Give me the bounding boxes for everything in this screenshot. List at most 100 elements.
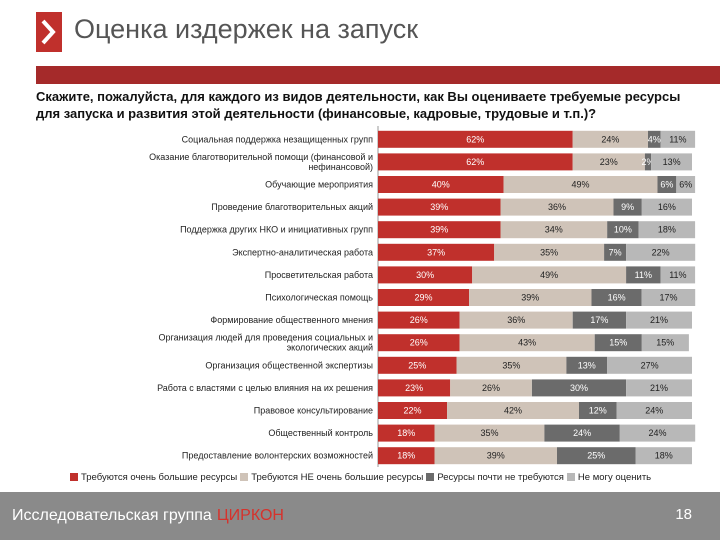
data-label: 25%	[408, 360, 426, 370]
page-number: 18	[675, 506, 692, 523]
footer-org: Исследовательская группа ЦИРКОН	[12, 507, 284, 525]
data-label: 23%	[405, 383, 423, 393]
bar-segment	[378, 176, 504, 193]
data-label: 21%	[650, 315, 668, 325]
category-label: Проведение благотворительных акций	[211, 202, 373, 212]
category-label: Работа с властями с целью влияния на их …	[157, 383, 373, 393]
legend-swatch	[566, 473, 575, 481]
bar-segment	[648, 130, 661, 148]
bar-segment	[472, 266, 627, 284]
bar-segment	[607, 356, 692, 374]
data-label: 6%	[660, 180, 673, 190]
data-label: 25%	[587, 451, 605, 461]
data-label: 24%	[573, 428, 591, 438]
data-label: 39%	[521, 293, 539, 303]
data-label: 39%	[430, 225, 448, 235]
legend-item: Не могу оценить	[566, 472, 652, 483]
data-label: 35%	[480, 428, 498, 438]
bar-segment	[378, 221, 501, 239]
data-label: 21%	[650, 383, 668, 393]
bar-segment	[613, 198, 642, 216]
data-label: 26%	[410, 315, 428, 325]
page-title: Оценка издержек на запуск	[74, 14, 419, 44]
data-label: 11%	[669, 270, 686, 280]
data-label: 29%	[414, 293, 432, 303]
bar-segment	[638, 221, 696, 239]
data-label: 24%	[648, 428, 666, 438]
bar-segment	[434, 424, 545, 442]
bar-segment	[378, 334, 460, 352]
legend-item: Требуются очень большие ресурсы	[70, 472, 237, 483]
data-label: 16%	[608, 293, 626, 303]
bar-segment	[378, 424, 435, 442]
data-label: 49%	[571, 180, 589, 190]
category-label: Поддержка других НКО и инициативных груп…	[180, 225, 373, 235]
category-label: Обучающие мероприятия	[265, 180, 373, 190]
legend-label: Ресурсы почти не требуются	[437, 472, 564, 483]
bar-segment	[626, 266, 661, 284]
bar-segment	[378, 447, 435, 465]
data-label: 40%	[432, 180, 450, 190]
bar-segment	[494, 243, 605, 261]
chart-legend: Требуются очень большие ресурсы Требуются…	[70, 472, 654, 483]
data-label: 13%	[578, 360, 596, 370]
data-label: 7%	[609, 247, 622, 257]
bar-segment	[378, 266, 473, 284]
bar-segment	[651, 153, 692, 171]
bar-segment	[641, 334, 689, 352]
data-label: 18%	[397, 451, 415, 461]
bar-segment	[566, 356, 608, 374]
data-label: 15%	[609, 338, 627, 348]
data-label: 37%	[427, 247, 445, 257]
bar-segment	[459, 334, 595, 352]
legend-swatch	[70, 473, 78, 481]
data-label: 18%	[397, 428, 415, 438]
data-label: 24%	[645, 406, 663, 416]
bar-segment	[572, 130, 649, 148]
data-label: 36%	[548, 202, 566, 212]
legend-label: Не могу оценить	[577, 472, 652, 483]
data-label: 35%	[540, 247, 558, 257]
chevron-icon	[36, 12, 62, 52]
data-label: 30%	[416, 270, 434, 280]
bar-segment	[594, 334, 642, 352]
bar-segment	[378, 356, 457, 374]
bar-segment	[626, 243, 696, 261]
category-label: Психологическая помощь	[265, 293, 373, 303]
data-label: 11%	[669, 134, 686, 144]
data-label: 30%	[570, 383, 588, 393]
data-label: 42%	[504, 406, 522, 416]
bar-segment	[459, 311, 573, 329]
bar-segment	[378, 379, 451, 397]
data-label: 34%	[545, 225, 563, 235]
bar-segment	[572, 311, 627, 329]
data-label: 17%	[590, 315, 608, 325]
bar-segment	[434, 447, 557, 465]
bar-segment	[469, 289, 592, 306]
bar-segment	[616, 402, 692, 419]
question-text: Скажите, пожалуйста, для каждого из видо…	[36, 89, 681, 121]
bar-segment	[641, 198, 692, 216]
data-label: 10%	[614, 225, 632, 235]
category-label: Общественный контроль	[268, 428, 373, 438]
category-label: Оказание благотворительной помощи (финан…	[149, 152, 373, 172]
data-label: 13%	[663, 157, 681, 167]
data-label: 18%	[655, 451, 673, 461]
data-label: 27%	[641, 360, 659, 370]
category-label: Экспертно-аналитическая работа	[232, 247, 373, 257]
data-label: 26%	[482, 383, 500, 393]
legend-item: Ресурсы почти не требуются	[426, 472, 564, 483]
data-label: 39%	[487, 451, 505, 461]
data-label: 23%	[600, 157, 618, 167]
legend-swatch	[240, 473, 249, 481]
bar-segment	[660, 266, 696, 284]
data-label: 16%	[658, 202, 676, 212]
bar-segment	[378, 289, 470, 306]
data-label: 43%	[518, 338, 536, 348]
data-label: 26%	[410, 338, 428, 348]
bar-segment	[531, 379, 627, 397]
category-label: Предоставление волонтерских возможностей	[182, 451, 373, 461]
bar-segment	[607, 221, 639, 239]
bar-segment	[447, 402, 579, 419]
